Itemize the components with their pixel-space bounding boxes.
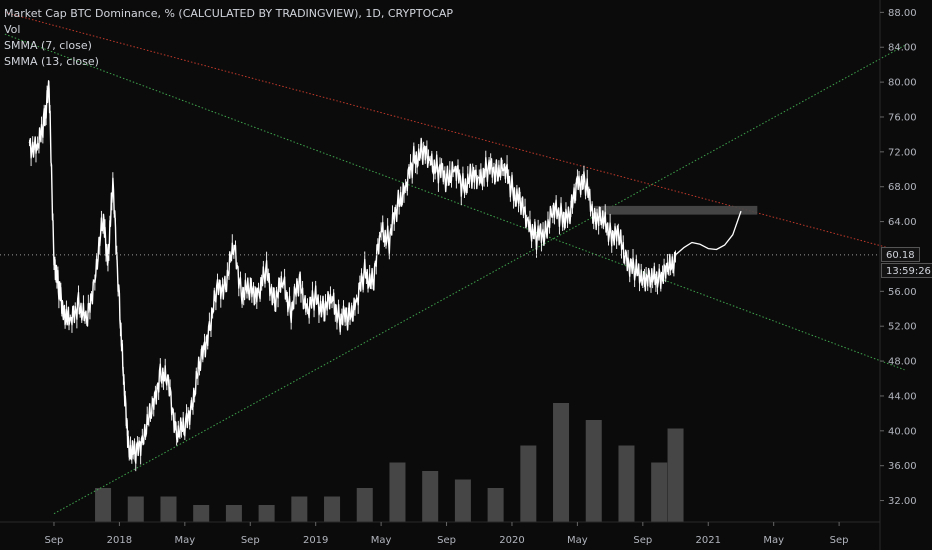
volume-bar xyxy=(454,479,471,522)
x-tick-label: 2018 xyxy=(107,535,132,546)
countdown-tag: 13:59:26 xyxy=(881,262,932,278)
projection-line xyxy=(675,210,742,256)
price-line xyxy=(28,80,677,464)
x-tick-label: May xyxy=(174,535,195,546)
x-tick-label: Sep xyxy=(830,535,849,546)
volume-bar xyxy=(258,505,275,522)
price-series xyxy=(28,80,677,472)
trendlines xyxy=(4,11,905,515)
x-tick-label: 2019 xyxy=(303,535,328,546)
x-tick-label: 2021 xyxy=(696,535,721,546)
legend-smma7[interactable]: SMMA (7, close) xyxy=(4,39,92,52)
x-tick-label: 2020 xyxy=(499,535,524,546)
legend-smma13[interactable]: SMMA (13, close) xyxy=(4,55,99,68)
volume-bar xyxy=(95,488,112,522)
x-tick-label: May xyxy=(763,535,784,546)
trendline-descending-support xyxy=(4,33,905,371)
y-tick-label: 56.00 xyxy=(888,287,917,298)
volume-bar xyxy=(193,505,210,522)
volume-bar xyxy=(651,462,668,522)
legend-vol[interactable]: Vol xyxy=(4,23,21,36)
volume-bar xyxy=(127,496,144,522)
y-axis: 88.00 84.00 80.00 76.00 72.00 68.00 64.00 56.00… xyxy=(879,0,917,550)
chart-legend: Market Cap BTC Dominance, % (CALCULATED … xyxy=(4,6,453,70)
volume-bar xyxy=(520,445,537,522)
y-tick-label: 40.00 xyxy=(888,426,917,437)
y-tick-label: 88.00 xyxy=(888,8,917,19)
x-tick-label: May xyxy=(371,535,392,546)
y-tick-label: 68.00 xyxy=(888,182,917,193)
volume-bar xyxy=(618,445,635,522)
y-tick-label: 36.00 xyxy=(888,461,917,472)
volume-bar xyxy=(585,420,602,522)
y-tick-label: 44.00 xyxy=(888,391,917,402)
y-tick-label: 32.00 xyxy=(888,496,917,507)
resistance-zone-box xyxy=(593,205,758,215)
volume-bar xyxy=(487,488,504,522)
x-tick-label: Sep xyxy=(45,535,64,546)
y-tick-label: 80.00 xyxy=(888,78,917,89)
volume-bar xyxy=(667,428,684,522)
x-tick-label: Sep xyxy=(633,535,652,546)
projection-path xyxy=(675,210,742,256)
volume-bars xyxy=(95,403,684,522)
y-tick-label: 64.00 xyxy=(888,217,917,228)
legend-title: Market Cap BTC Dominance, % (CALCULATED … xyxy=(4,7,454,20)
y-tick-label: 76.00 xyxy=(888,112,917,123)
resistance-zone xyxy=(593,205,758,215)
y-tick-label: 72.00 xyxy=(888,147,917,158)
volume-bar xyxy=(422,471,439,522)
volume-bar xyxy=(291,496,308,522)
x-axis: Sep 2018 May Sep 2019 May Sep 2020 May Sep 2021 May… xyxy=(0,521,880,546)
x-tick-label: Sep xyxy=(437,535,456,546)
volume-bar xyxy=(160,496,177,522)
x-tick-label: Sep xyxy=(241,535,260,546)
x-tick-label: May xyxy=(567,535,588,546)
y-tick-label: 84.00 xyxy=(888,43,917,54)
volume-bar xyxy=(324,496,341,522)
y-tick-label: 48.00 xyxy=(888,357,917,368)
volume-bar xyxy=(356,488,373,522)
volume-bar xyxy=(553,403,570,522)
y-tick-label: 52.00 xyxy=(888,322,917,333)
volume-bar xyxy=(225,505,242,522)
trendline-rising-support xyxy=(53,45,905,515)
last-value-tag: 60.18 xyxy=(881,247,920,263)
trendline-resistance xyxy=(4,11,905,253)
volume-bar xyxy=(389,462,406,522)
